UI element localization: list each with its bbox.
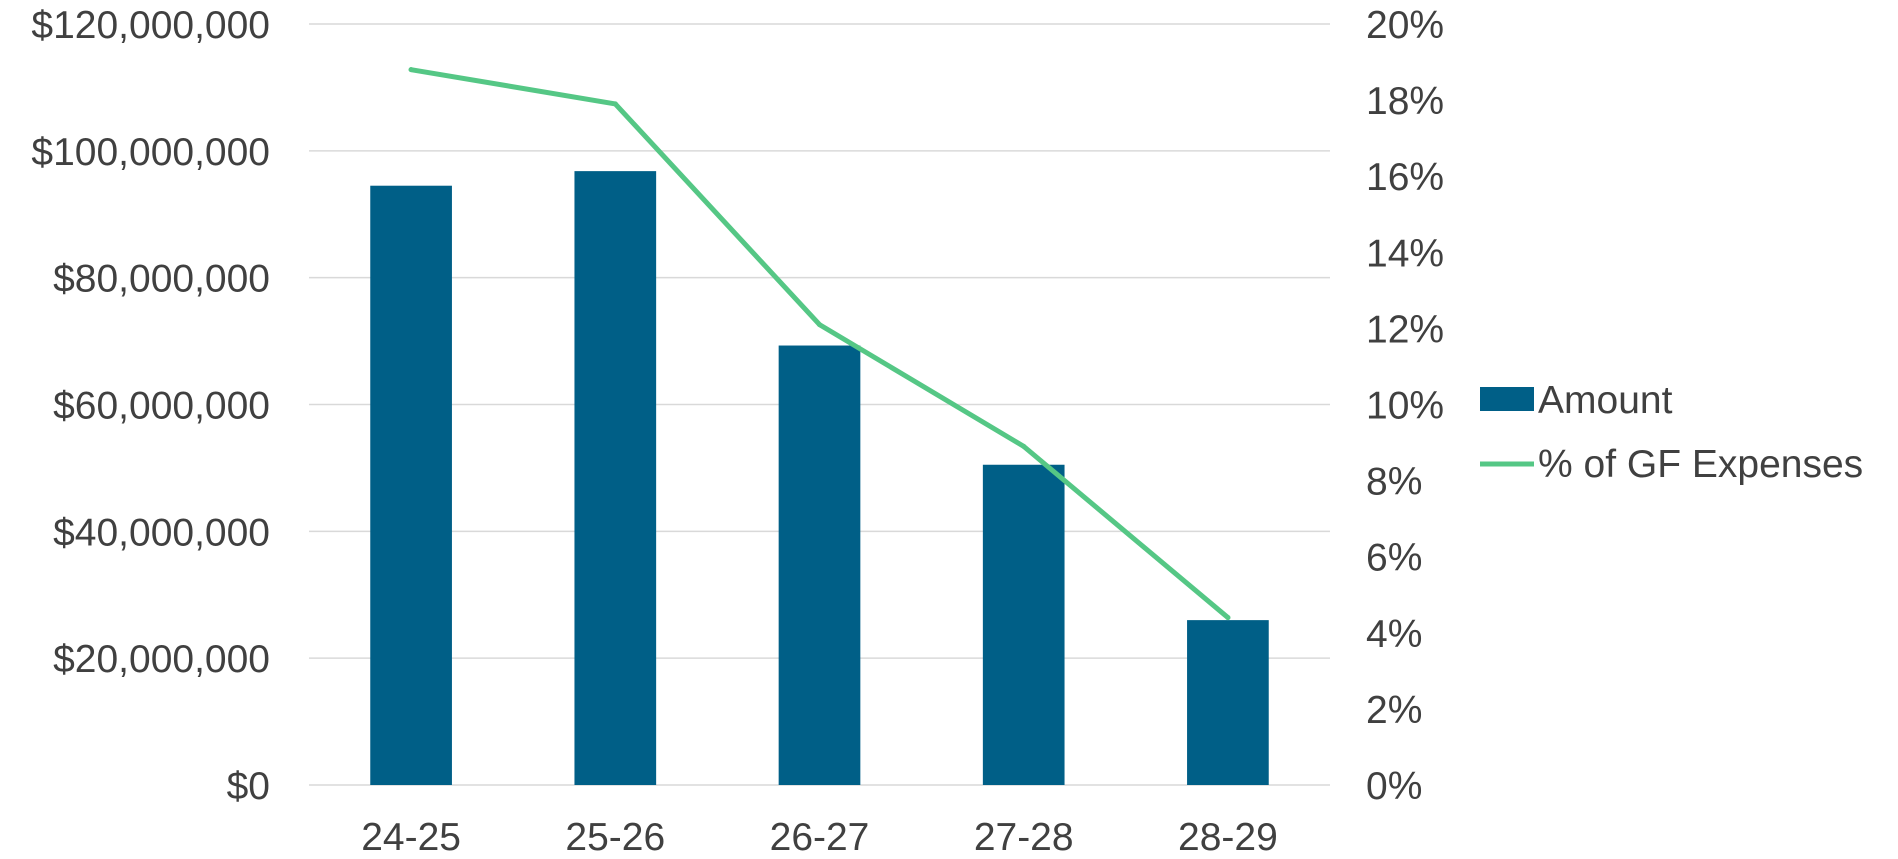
- x-tick-label: 25-26: [565, 816, 665, 859]
- amount-bars: [370, 171, 1269, 786]
- amount-bar: [574, 171, 657, 786]
- left-tick-label: $20,000,000: [53, 638, 270, 681]
- percent-line-point: [1225, 615, 1231, 621]
- left-tick-label: $80,000,000: [53, 258, 270, 301]
- x-tick-label: 24-25: [361, 816, 461, 859]
- right-tick-label: 8%: [1366, 461, 1422, 504]
- percent-line-point: [817, 322, 822, 328]
- x-tick-label: 27-28: [974, 816, 1074, 859]
- legend: Amount % of GF Expenses: [1480, 379, 1863, 486]
- left-tick-label: $0: [227, 765, 270, 808]
- amount-bar: [982, 464, 1065, 785]
- right-tick-label: 4%: [1366, 613, 1422, 656]
- right-tick-label: 16%: [1366, 156, 1444, 199]
- legend-swatch-amount: [1480, 387, 1534, 411]
- left-tick-label: $60,000,000: [53, 385, 270, 428]
- right-tick-label: 18%: [1366, 80, 1444, 123]
- right-tick-label: 6%: [1366, 537, 1422, 580]
- right-tick-label: 0%: [1366, 765, 1422, 808]
- left-tick-label: $100,000,000: [31, 131, 270, 174]
- right-tick-label: 12%: [1366, 308, 1444, 351]
- right-tick-label: 2%: [1366, 689, 1422, 732]
- legend-label-amount: Amount: [1538, 379, 1673, 422]
- percent-line-point: [1021, 443, 1027, 449]
- left-tick-label: $40,000,000: [53, 511, 270, 554]
- amount-bar: [778, 345, 861, 785]
- percent-line-point: [612, 101, 618, 107]
- percent-line: [408, 67, 1231, 621]
- x-tick-label: 28-29: [1178, 816, 1278, 859]
- right-axis: 0% 2% 4% 6% 8% 10% 12% 14% 16% 18% 20%: [1366, 4, 1444, 808]
- right-tick-label: 20%: [1366, 4, 1444, 47]
- right-tick-label: 10%: [1366, 385, 1444, 428]
- amount-bar: [1187, 620, 1269, 785]
- left-axis: $0 $20,000,000 $40,000,000 $60,000,000 $80,0…: [31, 4, 270, 808]
- right-tick-label: 14%: [1366, 232, 1444, 275]
- amount-bar: [370, 185, 452, 785]
- x-tick-label: 26-27: [770, 816, 870, 859]
- percent-line-point: [408, 67, 414, 73]
- x-axis: 24-25 25-26 26-27 27-28 28-29: [361, 816, 1278, 859]
- legend-label-percent: % of GF Expenses: [1538, 443, 1863, 486]
- left-tick-label: $120,000,000: [31, 4, 270, 47]
